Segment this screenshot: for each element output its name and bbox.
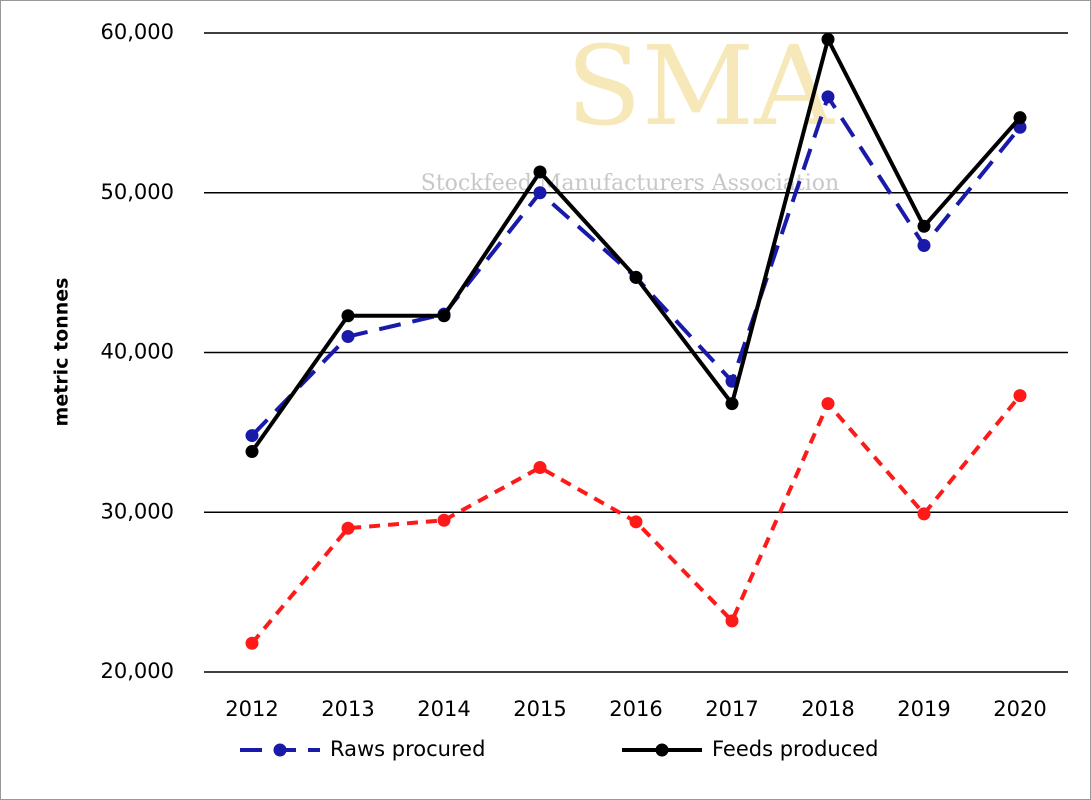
data-point — [725, 397, 739, 411]
data-point — [821, 90, 835, 104]
data-point — [245, 429, 259, 443]
data-point — [533, 186, 547, 200]
y-tick-label: 50,000 — [101, 180, 174, 204]
data-point — [821, 32, 835, 46]
y-tick-label: 20,000 — [101, 659, 174, 683]
x-tick-label: 2020 — [993, 697, 1046, 721]
x-tick-label: 2015 — [513, 697, 566, 721]
data-point — [1013, 111, 1027, 125]
y-tick-label: 40,000 — [101, 340, 174, 364]
data-point — [917, 507, 931, 521]
data-point — [533, 461, 547, 475]
data-point — [437, 309, 451, 323]
x-tick-label: 2014 — [417, 697, 470, 721]
legend-marker — [273, 743, 287, 757]
y-axis-label: metric tonnes — [51, 278, 73, 427]
y-tick-label: 30,000 — [101, 499, 174, 523]
legend-label: Feeds produced — [712, 737, 879, 761]
x-tick-label: 2019 — [897, 697, 950, 721]
data-point — [341, 330, 355, 344]
data-point — [1013, 389, 1027, 403]
legend-marker — [655, 743, 669, 757]
legend-label: Raws procured — [330, 737, 485, 761]
data-point — [629, 515, 643, 529]
x-tick-label: 2017 — [705, 697, 758, 721]
data-point — [341, 309, 355, 323]
y-tick-label: 60,000 — [101, 20, 174, 44]
watermark-subtitle: Stockfeed Manufacturers Association — [421, 171, 839, 196]
x-tick-label: 2013 — [321, 697, 374, 721]
data-point — [725, 614, 739, 628]
data-point — [533, 165, 547, 179]
data-point — [341, 521, 355, 535]
data-point — [629, 270, 643, 284]
data-point — [437, 513, 451, 527]
data-point — [245, 636, 259, 650]
data-point — [821, 397, 835, 411]
watermark-title: SMA — [566, 22, 835, 150]
data-point — [245, 445, 259, 459]
x-tick-label: 2016 — [609, 697, 662, 721]
data-point — [917, 219, 931, 233]
data-point — [917, 238, 931, 252]
x-tick-label: 2018 — [801, 697, 854, 721]
x-tick-label: 2012 — [225, 697, 278, 721]
